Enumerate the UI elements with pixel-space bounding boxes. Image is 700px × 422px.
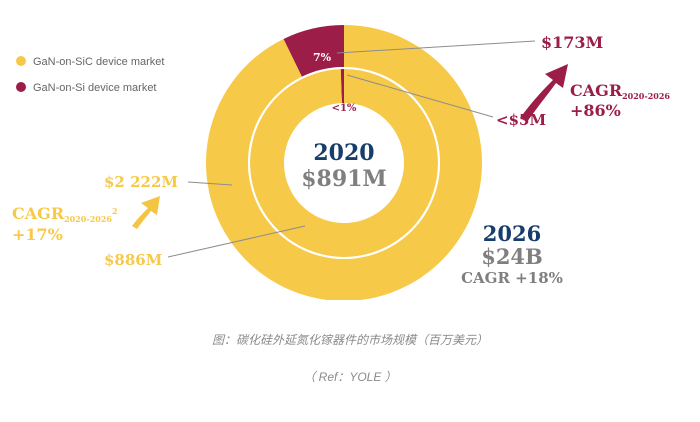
center-total: $891M	[301, 166, 387, 192]
cagr-si: CAGR2020-2026	[570, 81, 670, 101]
si-share-2026: 7%	[313, 51, 332, 64]
cagr-sic-value: +17%	[12, 225, 63, 244]
cagr-si-arrow-icon	[520, 64, 568, 122]
ring-separator	[248, 67, 440, 259]
si-slice-2020	[340, 69, 344, 104]
label-5m: <$5M	[496, 111, 546, 129]
label-173m: $173M	[541, 33, 603, 52]
market-size-chart: GaN-on-SiC device market GaN-on-Si devic…	[12, 25, 670, 300]
leader-886m	[167, 225, 306, 258]
si-slice-2026	[283, 25, 344, 77]
figure-caption: 图：碳化硅外延氮化镓器件的市场规模（百万美元）	[211, 333, 488, 347]
figure-reference: （ Ref：YOLE ）	[303, 370, 397, 384]
legend-swatch-sic	[16, 56, 26, 66]
cagr-sic-arrow-icon	[132, 196, 160, 229]
outer-cagr: CAGR +18%	[461, 269, 563, 287]
sic-slice-2020	[250, 69, 439, 257]
leader-173m	[336, 40, 536, 54]
cagr-si-value: +86%	[570, 101, 621, 120]
label-886m: $886M	[104, 251, 162, 269]
label-2222m: $2 222M	[104, 173, 178, 191]
si-share-2020: <1%	[332, 103, 357, 114]
legend-swatch-si	[16, 82, 26, 92]
outer-total: $24B	[481, 244, 543, 269]
outer-year: 2026	[483, 221, 541, 246]
center-year: 2020	[313, 140, 374, 166]
legend-label-si: GaN-on-Si device market	[33, 82, 157, 94]
legend-label-sic: GaN-on-SiC device market	[33, 56, 164, 68]
cagr-sic: CAGR2020-20262	[12, 204, 118, 224]
leader-2222m	[187, 181, 233, 186]
leader-5m	[346, 74, 494, 118]
